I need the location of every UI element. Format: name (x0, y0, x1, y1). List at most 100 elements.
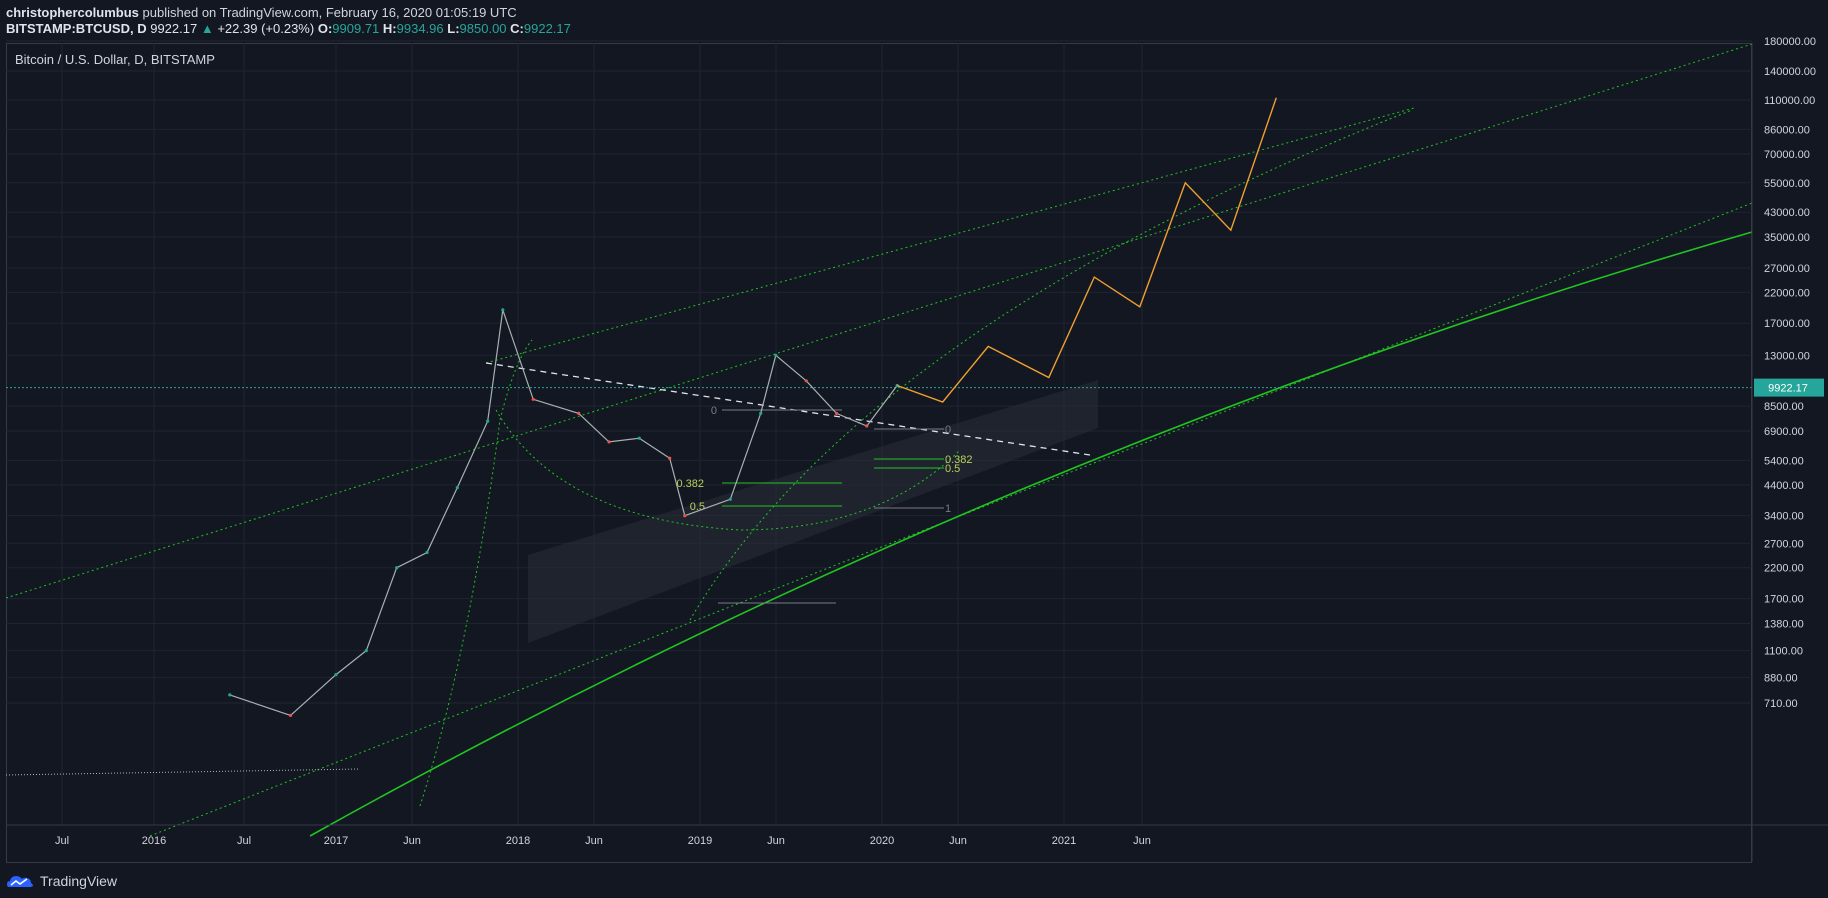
x-tick-label: 2019 (688, 835, 712, 847)
fib-level-label: 0.382 (945, 454, 973, 466)
high-label: H: (382, 21, 397, 36)
x-tick-label: Jun (585, 835, 603, 847)
series-point (728, 497, 732, 501)
y-tick-label: 22000.00 (1764, 287, 1810, 299)
last-price: 9922.17 (150, 21, 198, 36)
shaded-range (528, 380, 1098, 643)
series-point (759, 411, 763, 415)
series-point (531, 397, 535, 401)
y-tick-label: 43000.00 (1764, 207, 1810, 219)
x-tick-label: Jul (237, 835, 251, 847)
series-point (865, 424, 869, 428)
series-point (364, 649, 368, 653)
symbol-info: BITSTAMP:BTCUSD, D 9922.17 ▲ +22.39 (+0.… (6, 21, 571, 36)
dotted-reference-line (5, 768, 361, 776)
x-tick-label: 2017 (324, 835, 348, 847)
y-tick-label: 1100.00 (1764, 646, 1803, 658)
last-price-badge (1754, 378, 1824, 397)
fib-level-label: 0.382 (676, 478, 704, 490)
publish-info: christophercolumbus published on Trading… (6, 5, 517, 20)
series-point (228, 693, 232, 697)
y-tick-label: 27000.00 (1764, 263, 1810, 275)
peak-line (485, 107, 1415, 364)
series-point (501, 308, 505, 312)
x-tick-label: 2021 (1052, 835, 1076, 847)
series-point (834, 411, 839, 415)
y-tick-label: 17000.00 (1764, 318, 1810, 330)
series-point (804, 379, 808, 383)
footer-brand[interactable]: TradingView (6, 873, 117, 889)
y-tick-label: 110000.00 (1764, 95, 1815, 107)
y-tick-label: 6900.00 (1764, 426, 1804, 438)
y-tick-label: 1380.00 (1764, 619, 1804, 631)
up-arrow-icon: ▲ (200, 21, 214, 36)
parabolic-curve (419, 339, 533, 807)
x-tick-label: Jun (1133, 835, 1151, 847)
series-point (395, 566, 399, 570)
upper-channel-line (5, 43, 1753, 599)
open-label: O: (317, 21, 333, 36)
y-tick-label: 5400.00 (1764, 455, 1804, 467)
tradingview-logo-icon (7, 876, 33, 887)
last-price-label: 9922.17 (1768, 383, 1808, 395)
published-text: published on TradingView.com, February 1… (142, 5, 517, 20)
parabolic-curve-2 (689, 109, 1413, 621)
projection-series (896, 97, 1277, 403)
x-tick-label: Jun (767, 835, 785, 847)
price-change: +22.39 (+0.23%) (217, 21, 315, 36)
footer-brand-label: TradingView (40, 873, 118, 889)
series-point (486, 419, 490, 423)
series-point (683, 514, 687, 518)
y-tick-label: 86000.00 (1764, 124, 1810, 136)
fib-level-label: 0 (945, 424, 951, 436)
chart-axes: 180000.00 140000.00 110000.00 86000.00 70000… (6, 36, 1828, 862)
y-tick-label: 710.00 (1764, 698, 1798, 710)
series-point (288, 713, 293, 718)
close-label: C: (510, 21, 524, 36)
series-point (334, 673, 338, 677)
series-point (607, 440, 611, 444)
descending-trendline (485, 362, 1091, 456)
y-tick-label: 2200.00 (1764, 563, 1804, 575)
low-label: L: (447, 21, 460, 36)
y-tick-label: 1700.00 (1764, 594, 1804, 606)
y-tick-label: 70000.00 (1764, 149, 1810, 161)
y-tick-label: 13000.00 (1764, 350, 1810, 362)
y-tick-label: 8500.00 (1764, 401, 1804, 413)
close-value: 9922.17 (523, 21, 571, 36)
chart-title: Bitcoin / U.S. Dollar, D, BITSTAMP (15, 52, 215, 67)
high-value: 9934.96 (396, 21, 444, 36)
fib-level-label: 0 (711, 405, 717, 417)
y-tick-label: 880.00 (1764, 672, 1798, 684)
series-point (774, 353, 778, 357)
x-tick-label: Jun (403, 835, 421, 847)
x-tick-label: 2020 (870, 835, 894, 847)
x-tick-label: 2016 (142, 835, 166, 847)
symbol-label: BITSTAMP:BTCUSD, D (6, 21, 147, 36)
x-tick-label: Jul (55, 835, 69, 847)
low-value: 9850.00 (459, 21, 507, 36)
y-tick-label: 35000.00 (1764, 232, 1810, 244)
open-value: 9909.71 (332, 21, 380, 36)
chart-series (228, 97, 1277, 718)
y-tick-label: 3400.00 (1764, 511, 1804, 523)
y-tick-label: 180000.00 (1764, 36, 1816, 48)
fib-level-label: 0.5 (945, 463, 960, 475)
y-tick-label: 55000.00 (1764, 178, 1810, 190)
author-name[interactable]: christophercolumbus (6, 5, 139, 20)
series-point (637, 436, 641, 440)
series-point (577, 411, 581, 415)
series-point (668, 456, 672, 460)
series-point (425, 550, 429, 555)
x-tick-label: Jun (949, 835, 967, 847)
y-tick-label: 2700.00 (1764, 538, 1804, 550)
log-regression-line (309, 231, 1753, 837)
price-line-series (229, 309, 898, 717)
y-tick-label: 4400.00 (1764, 480, 1804, 492)
y-tick-label: 140000.00 (1764, 66, 1816, 78)
series-point (455, 486, 459, 490)
fib-level-label: 1 (945, 503, 951, 515)
x-tick-label: 2018 (506, 835, 530, 847)
